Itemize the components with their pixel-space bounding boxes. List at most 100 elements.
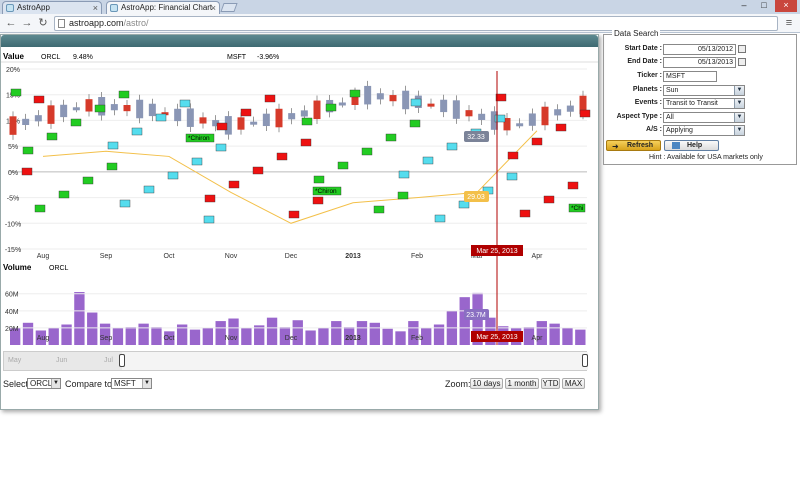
candle-body xyxy=(148,103,156,117)
forward-arrow-icon[interactable]: → xyxy=(21,17,33,29)
value-tooltip-a: 32.33 xyxy=(467,134,485,141)
tab-label: AstroApp: Financial Chart xyxy=(121,3,213,12)
reload-icon[interactable]: ↻ xyxy=(38,17,48,29)
url-host: astroapp.com xyxy=(69,18,124,28)
aspect-dropdown[interactable]: All ▼ xyxy=(663,112,745,123)
close-window-button[interactable]: × xyxy=(775,0,797,12)
ticker-row: Ticker : MSFT xyxy=(604,71,798,82)
x-tick-label: Oct xyxy=(164,253,175,260)
chevron-down-icon: ▼ xyxy=(51,379,60,388)
navigator-label: Jun xyxy=(56,357,68,364)
menu-icon[interactable]: ≡ xyxy=(785,17,793,29)
zoom-10-days-button[interactable]: 10 days xyxy=(470,378,503,389)
event-marker xyxy=(70,118,82,127)
msft-line-series xyxy=(42,130,538,224)
event-marker xyxy=(555,123,567,132)
event-marker xyxy=(58,190,70,199)
x-tick-label: Apr xyxy=(532,253,544,260)
candle-body xyxy=(566,105,574,112)
maximize-button[interactable]: □ xyxy=(761,0,767,10)
x-tick-label: Feb xyxy=(411,253,423,260)
candle-body xyxy=(541,106,549,126)
x-axis-ticks: Aug Sep Oct Nov Dec 2013 Feb Mar Apr xyxy=(37,253,543,260)
as-dropdown[interactable]: Applying ▼ xyxy=(663,125,745,136)
calendar-icon[interactable] xyxy=(738,45,746,53)
calendar-icon[interactable] xyxy=(738,58,746,66)
crosshair-date-box-2 xyxy=(471,331,523,342)
range-navigator[interactable]: MayJunJulAugSepOctNovDec2013FebMarApr xyxy=(3,351,588,371)
end-date-label: End Date : xyxy=(627,58,662,65)
zoom-ytd-button[interactable]: YTD xyxy=(541,378,560,389)
end-date-row: End Date : 05/13/2013 xyxy=(604,57,798,68)
candle-body xyxy=(402,90,410,110)
candle-body xyxy=(275,108,283,128)
zoom-max-button[interactable]: MAX xyxy=(562,378,585,389)
event-marker xyxy=(276,152,288,161)
event-marker xyxy=(252,166,264,175)
navigator-selection[interactable] xyxy=(122,352,588,370)
close-tab-icon[interactable]: × xyxy=(92,3,98,13)
x-tick-label: Nov xyxy=(225,253,238,260)
volume-bar xyxy=(292,320,303,345)
volume-bar xyxy=(125,327,136,345)
chevron-down-icon: ▼ xyxy=(734,126,744,135)
aspect-row: Aspect Type : All ▼ xyxy=(604,112,798,123)
aspect-label: Aspect Type : xyxy=(616,113,662,120)
candle-body xyxy=(186,108,194,127)
event-marker xyxy=(410,98,422,107)
volume-bar xyxy=(10,327,21,345)
start-date-row: Start Date : 05/13/2012 xyxy=(604,44,798,55)
new-tab-button[interactable] xyxy=(220,3,238,12)
event-marker xyxy=(264,94,276,103)
page-icon xyxy=(58,19,65,28)
refresh-button[interactable]: ➜ Refresh xyxy=(606,140,661,151)
chevron-down-icon: ▼ xyxy=(734,99,744,108)
start-date-input[interactable]: 05/13/2012 xyxy=(663,44,736,55)
x-tick-label: Dec xyxy=(285,253,298,260)
volume-bar xyxy=(549,323,560,345)
minimize-button[interactable]: – xyxy=(741,0,747,10)
address-bar[interactable]: astroapp.com/astro/ xyxy=(54,16,778,31)
back-arrow-icon[interactable]: ← xyxy=(5,17,17,29)
candle-body xyxy=(579,95,587,115)
event-marker xyxy=(446,142,458,151)
volume-bar xyxy=(228,318,239,345)
volume-bar xyxy=(305,330,316,345)
ticker-input[interactable]: MSFT xyxy=(663,71,717,82)
compare-ticker-dropdown[interactable]: MSFT ▼ xyxy=(111,378,152,389)
event-marker xyxy=(373,205,385,214)
browser-toolbar: ← → ↻ astroapp.com/astro/ ≡ xyxy=(0,14,800,33)
candle-body xyxy=(338,102,346,106)
as-label: A/S : xyxy=(646,126,662,133)
tab-financial-chart[interactable]: AstroApp: Financial Chart × xyxy=(106,1,220,14)
navigator-right-handle[interactable] xyxy=(582,354,588,367)
favicon-icon xyxy=(110,4,118,12)
close-tab-icon[interactable]: × xyxy=(210,3,216,13)
candle-body xyxy=(262,113,270,127)
candle-body xyxy=(503,118,511,131)
navigator-left-handle[interactable] xyxy=(119,354,125,367)
astro-event-markers[interactable]: *Chiron *Chiron *Chi xyxy=(10,88,591,224)
series-b-change: -3.96% xyxy=(257,54,279,61)
event-marker xyxy=(337,161,349,170)
event-marker xyxy=(434,214,446,223)
tab-astroapp[interactable]: AstroApp × xyxy=(2,1,102,14)
end-date-input[interactable]: 05/13/2013 xyxy=(663,57,736,68)
volume-x-tick-label: Feb xyxy=(411,335,423,342)
y-tick-label: 15% xyxy=(6,93,20,100)
candle-body xyxy=(490,111,498,130)
event-marker xyxy=(203,215,215,224)
volume-bar xyxy=(575,329,586,345)
candle-body xyxy=(136,99,144,119)
events-dropdown[interactable]: Transit to Transit ▼ xyxy=(663,98,745,109)
select-ticker-dropdown[interactable]: ORCL ▼ xyxy=(27,378,61,389)
volume-bar xyxy=(74,292,85,345)
zoom-1-month-button[interactable]: 1 month xyxy=(505,378,539,389)
candle-body xyxy=(22,118,30,125)
event-marker xyxy=(458,200,470,209)
stock-chart[interactable]: Value ORCL 9.48% MSFT -3.96% 20%15%10%5%… xyxy=(1,49,598,361)
start-date-label: Start Date : xyxy=(624,45,662,52)
chart-controls: Select: ORCL ▼ Compare to: MSFT ▼ Zoom: … xyxy=(1,378,598,392)
help-button[interactable]: Help xyxy=(664,140,719,151)
planets-dropdown[interactable]: Sun ▼ xyxy=(663,85,745,96)
